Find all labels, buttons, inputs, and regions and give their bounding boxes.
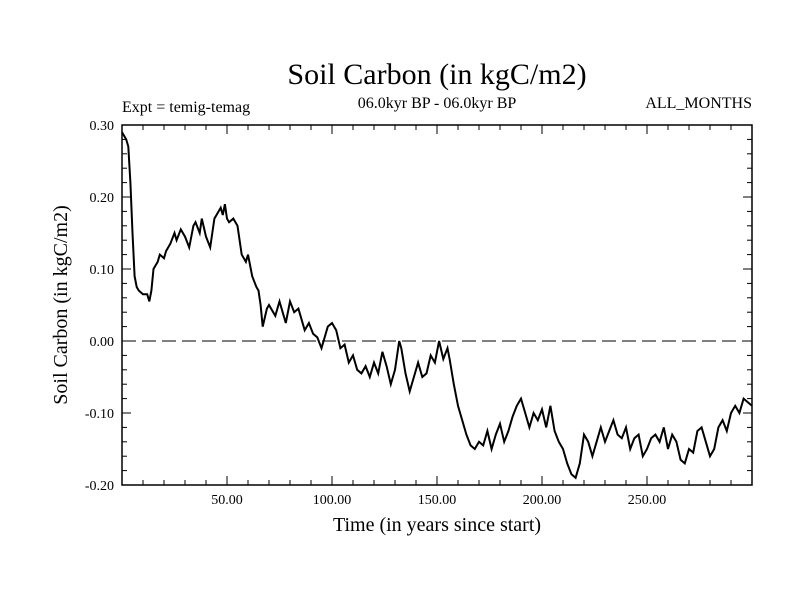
series-line-soil-carbon [121, 131, 753, 480]
chart-subtitle: 06.0kyr BP - 06.0kyr BP [358, 95, 517, 112]
x-tick-label: 200.00 [523, 493, 562, 508]
y-tick-label: -0.10 [85, 407, 114, 422]
y-tick-label: 0.00 [90, 335, 115, 350]
y-tick-label: 0.10 [90, 263, 115, 278]
expt-label: Expt = temig-temag [122, 99, 250, 116]
x-tick-label: 150.00 [418, 493, 457, 508]
x-tick-label: 50.00 [211, 493, 243, 508]
x-tick-label: 100.00 [313, 493, 352, 508]
y-tick-label: -0.20 [85, 479, 114, 494]
y-tick-label: 0.30 [90, 119, 115, 134]
plot-frame [121, 124, 753, 486]
x-axis: 50.00 100.00 150.00 200.00 250.00 [142, 125, 732, 508]
x-axis-label: Time (in years since start) [333, 514, 541, 536]
season-label: ALL_MONTHS [645, 95, 752, 112]
y-tick-label: 0.20 [90, 191, 115, 206]
chart-title: Soil Carbon (in kgC/m2) [287, 58, 586, 91]
y-axis: 0.30 0.20 0.10 0.00 -0.10 -0.20 [85, 119, 752, 494]
y-axis-label: Soil Carbon (in kgC/m2) [50, 205, 72, 404]
x-tick-label: 250.00 [628, 493, 667, 508]
